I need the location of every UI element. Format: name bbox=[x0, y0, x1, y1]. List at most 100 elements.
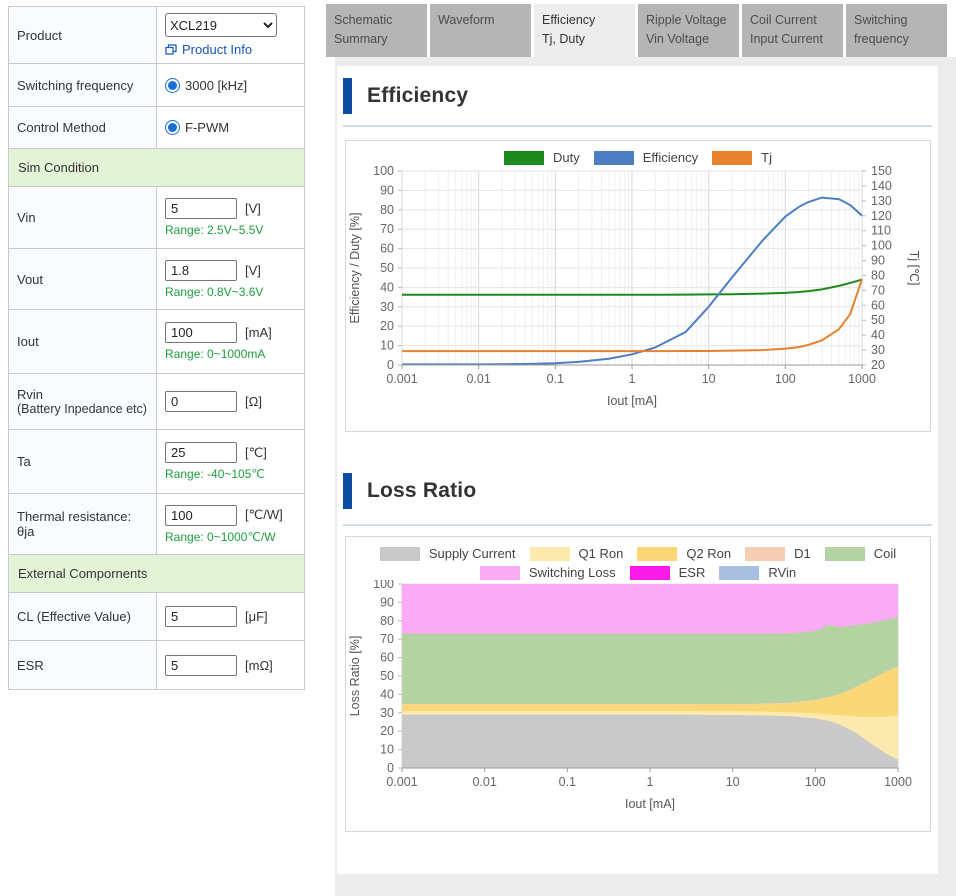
chart-plot: 0.0010.010.11101001000010203040506070809… bbox=[346, 580, 930, 820]
tab-label-line1: Switching bbox=[854, 11, 939, 30]
field-label-rvin: Rvin (Battery Inpedance etc) bbox=[9, 374, 157, 429]
iout-unit: [mA] bbox=[245, 325, 272, 340]
tab-label-line1: Coil Current bbox=[750, 11, 835, 30]
rvin-input[interactable] bbox=[165, 391, 237, 412]
legend-swatch bbox=[745, 547, 785, 561]
svg-text:90: 90 bbox=[380, 183, 394, 197]
legend-label: Efficiency bbox=[643, 150, 698, 165]
legend-label: Switching Loss bbox=[529, 565, 616, 580]
product-info-link[interactable]: Product Info bbox=[165, 42, 296, 57]
field-label-iout: Iout bbox=[9, 310, 157, 373]
ta-input[interactable] bbox=[165, 442, 237, 463]
control-method-radio[interactable] bbox=[165, 120, 180, 135]
loss-ratio-section-title: Loss Ratio bbox=[367, 479, 476, 503]
tab-coil-current[interactable]: Coil Current Input Current bbox=[742, 4, 843, 57]
vout-input[interactable] bbox=[165, 260, 237, 281]
product-select[interactable]: XCL219 bbox=[165, 13, 277, 37]
svg-text:110: 110 bbox=[871, 224, 891, 238]
rvin-label-line1: Rvin bbox=[17, 387, 148, 402]
vin-range-hint: Range: 2.5V~5.5V bbox=[165, 223, 296, 237]
svg-text:120: 120 bbox=[871, 209, 892, 223]
legend-item: Switching Loss bbox=[480, 565, 616, 580]
tab-label-line1: Efficiency bbox=[542, 11, 627, 30]
tab-ripple-voltage[interactable]: Ripple Voltage Vin Voltage bbox=[638, 4, 739, 57]
svg-text:60: 60 bbox=[380, 651, 394, 665]
tab-schematic-summary[interactable]: Schematic Summary bbox=[326, 4, 427, 57]
svg-text:20: 20 bbox=[380, 724, 394, 738]
legend-item: Tj bbox=[712, 150, 772, 165]
svg-text:0.1: 0.1 bbox=[559, 775, 576, 789]
svg-text:100: 100 bbox=[373, 580, 394, 591]
svg-text:100: 100 bbox=[805, 775, 826, 789]
svg-text:140: 140 bbox=[871, 179, 892, 193]
switching-frequency-radio[interactable] bbox=[165, 78, 180, 93]
svg-text:Efficiency / Duty [%]: Efficiency / Duty [%] bbox=[348, 213, 362, 324]
svg-text:Tj [℃]: Tj [℃] bbox=[907, 251, 921, 286]
vin-input[interactable] bbox=[165, 198, 237, 219]
svg-text:0: 0 bbox=[387, 358, 394, 372]
form-row-vin: Vin [V] Range: 2.5V~5.5V bbox=[9, 187, 304, 249]
field-label-product: Product bbox=[9, 7, 157, 63]
svg-text:0.01: 0.01 bbox=[472, 775, 496, 789]
legend-label: Duty bbox=[553, 150, 580, 165]
svg-text:1: 1 bbox=[647, 775, 654, 789]
simulation-form: Product XCL219 Product Info Switching fr… bbox=[8, 6, 305, 690]
tab-switching-frequency[interactable]: Switching frequency bbox=[846, 4, 947, 57]
legend-swatch bbox=[637, 547, 677, 561]
svg-text:60: 60 bbox=[871, 298, 885, 312]
thermal-resistance-input[interactable] bbox=[165, 505, 237, 526]
svg-text:20: 20 bbox=[380, 319, 394, 333]
vout-range-hint: Range: 0.8V~3.6V bbox=[165, 285, 296, 299]
rvin-label-line2: (Battery Inpedance etc) bbox=[17, 402, 148, 416]
legend-swatch bbox=[630, 566, 670, 580]
svg-text:10: 10 bbox=[702, 372, 716, 386]
form-row-switching-frequency: Switching frequency 3000 [kHz] bbox=[9, 64, 304, 107]
legend-label: D1 bbox=[794, 546, 811, 561]
field-label-vin: Vin bbox=[9, 187, 157, 248]
section-header-external-components: External Compornents bbox=[9, 555, 304, 593]
field-label-thermal-resistance: Thermal resistance: θja bbox=[9, 494, 157, 554]
section-header-sim-condition: Sim Condition bbox=[9, 149, 304, 187]
chart-legend: Duty Efficiency Tj bbox=[346, 150, 930, 165]
legend-item: Efficiency bbox=[594, 150, 698, 165]
svg-text:100: 100 bbox=[775, 372, 796, 386]
legend-item: Coil bbox=[825, 546, 896, 561]
legend-swatch bbox=[380, 547, 420, 561]
svg-text:0: 0 bbox=[387, 761, 394, 775]
svg-text:0.1: 0.1 bbox=[547, 372, 564, 386]
tab-waveform[interactable]: Waveform bbox=[430, 4, 531, 57]
legend-swatch bbox=[480, 566, 520, 580]
legend-label: Coil bbox=[874, 546, 896, 561]
tab-efficiency-tj-duty[interactable]: Efficiency Tj, Duty bbox=[534, 4, 635, 57]
form-row-thermal-resistance: Thermal resistance: θja [℃/W] Range: 0~1… bbox=[9, 494, 304, 555]
svg-text:130: 130 bbox=[871, 194, 892, 208]
cl-input[interactable] bbox=[165, 606, 237, 627]
form-row-vout: Vout [V] Range: 0.8V~3.6V bbox=[9, 249, 304, 310]
svg-text:1: 1 bbox=[629, 372, 636, 386]
results-card: Efficiency DutyEfficiencyTj0.0010.010.11… bbox=[337, 66, 938, 874]
form-row-ta: Ta [℃] Range: -40~105℃ bbox=[9, 430, 304, 494]
svg-text:10: 10 bbox=[380, 743, 394, 757]
svg-text:80: 80 bbox=[871, 268, 885, 282]
ta-range-hint: Range: -40~105℃ bbox=[165, 467, 296, 481]
chart-legend: Switching LossESRRVin bbox=[346, 565, 930, 580]
product-info-icon bbox=[165, 44, 177, 55]
svg-text:30: 30 bbox=[380, 300, 394, 314]
form-row-iout: Iout [mA] Range: 0~1000mA bbox=[9, 310, 304, 374]
field-label-esr: ESR bbox=[9, 641, 157, 689]
svg-text:80: 80 bbox=[380, 203, 394, 217]
section-accent-bar bbox=[343, 78, 352, 114]
results-tab-bar: Schematic Summary Waveform Efficiency Tj… bbox=[326, 4, 947, 57]
tab-label-line2: Input Current bbox=[750, 30, 835, 49]
svg-text:10: 10 bbox=[380, 339, 394, 353]
svg-text:Iout [mA]: Iout [mA] bbox=[607, 394, 657, 408]
svg-text:20: 20 bbox=[871, 358, 885, 372]
svg-text:70: 70 bbox=[871, 283, 885, 297]
tab-label-line1: Schematic bbox=[334, 11, 419, 30]
esr-unit: [mΩ] bbox=[245, 658, 273, 673]
iout-input[interactable] bbox=[165, 322, 237, 343]
vin-unit: [V] bbox=[245, 201, 261, 216]
esr-input[interactable] bbox=[165, 655, 237, 676]
field-label-vout: Vout bbox=[9, 249, 157, 309]
svg-text:90: 90 bbox=[871, 254, 885, 268]
